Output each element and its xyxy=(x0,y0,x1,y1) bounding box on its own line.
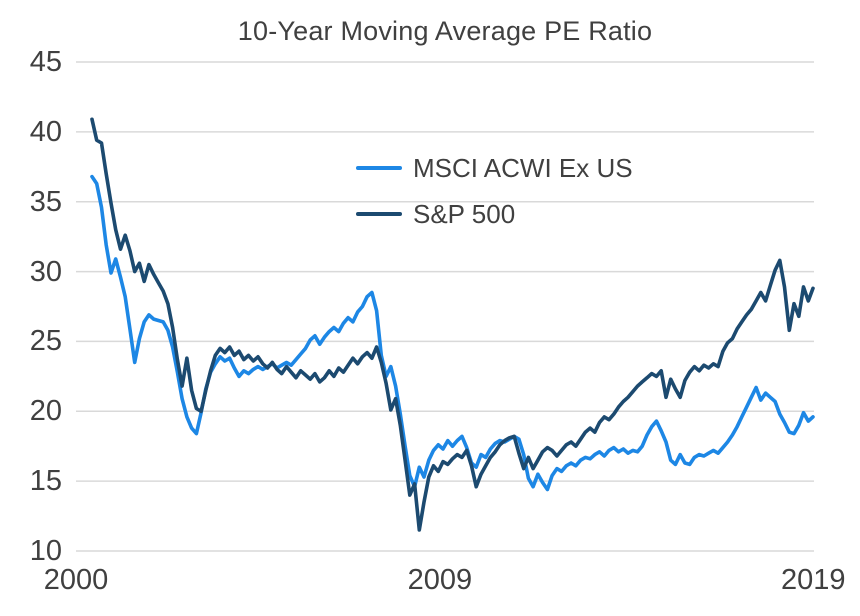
y-tick-label-10: 10 xyxy=(29,535,62,567)
legend-line-sample-msci xyxy=(356,166,402,170)
x-tick-label-2000: 2000 xyxy=(43,564,109,596)
legend-item-sp500: S&P 500 xyxy=(356,193,633,235)
x-tick-label-2019: 2019 xyxy=(780,564,846,596)
legend: MSCI ACWI Ex US S&P 500 xyxy=(356,147,633,235)
y-tick-label-35: 35 xyxy=(29,185,62,218)
y-tick-label-30: 30 xyxy=(29,255,62,288)
legend-line-sample-sp500 xyxy=(356,212,402,216)
x-tick-label-2009: 2009 xyxy=(407,564,473,596)
y-tick-label-45: 45 xyxy=(29,46,62,78)
y-tick-label-15: 15 xyxy=(29,465,62,498)
chart-title: 10-Year Moving Average PE Ratio xyxy=(237,16,653,46)
legend-item-msci-acwi-ex-us: MSCI ACWI Ex US xyxy=(356,147,633,189)
legend-label-sp500: S&P 500 xyxy=(413,198,516,229)
series-line-sp500 xyxy=(90,117,815,532)
y-tick-label-20: 20 xyxy=(29,395,62,428)
y-tick-label-25: 25 xyxy=(29,325,62,358)
legend-label-msci: MSCI ACWI Ex US xyxy=(413,152,633,183)
y-tick-label-40: 40 xyxy=(29,115,62,148)
